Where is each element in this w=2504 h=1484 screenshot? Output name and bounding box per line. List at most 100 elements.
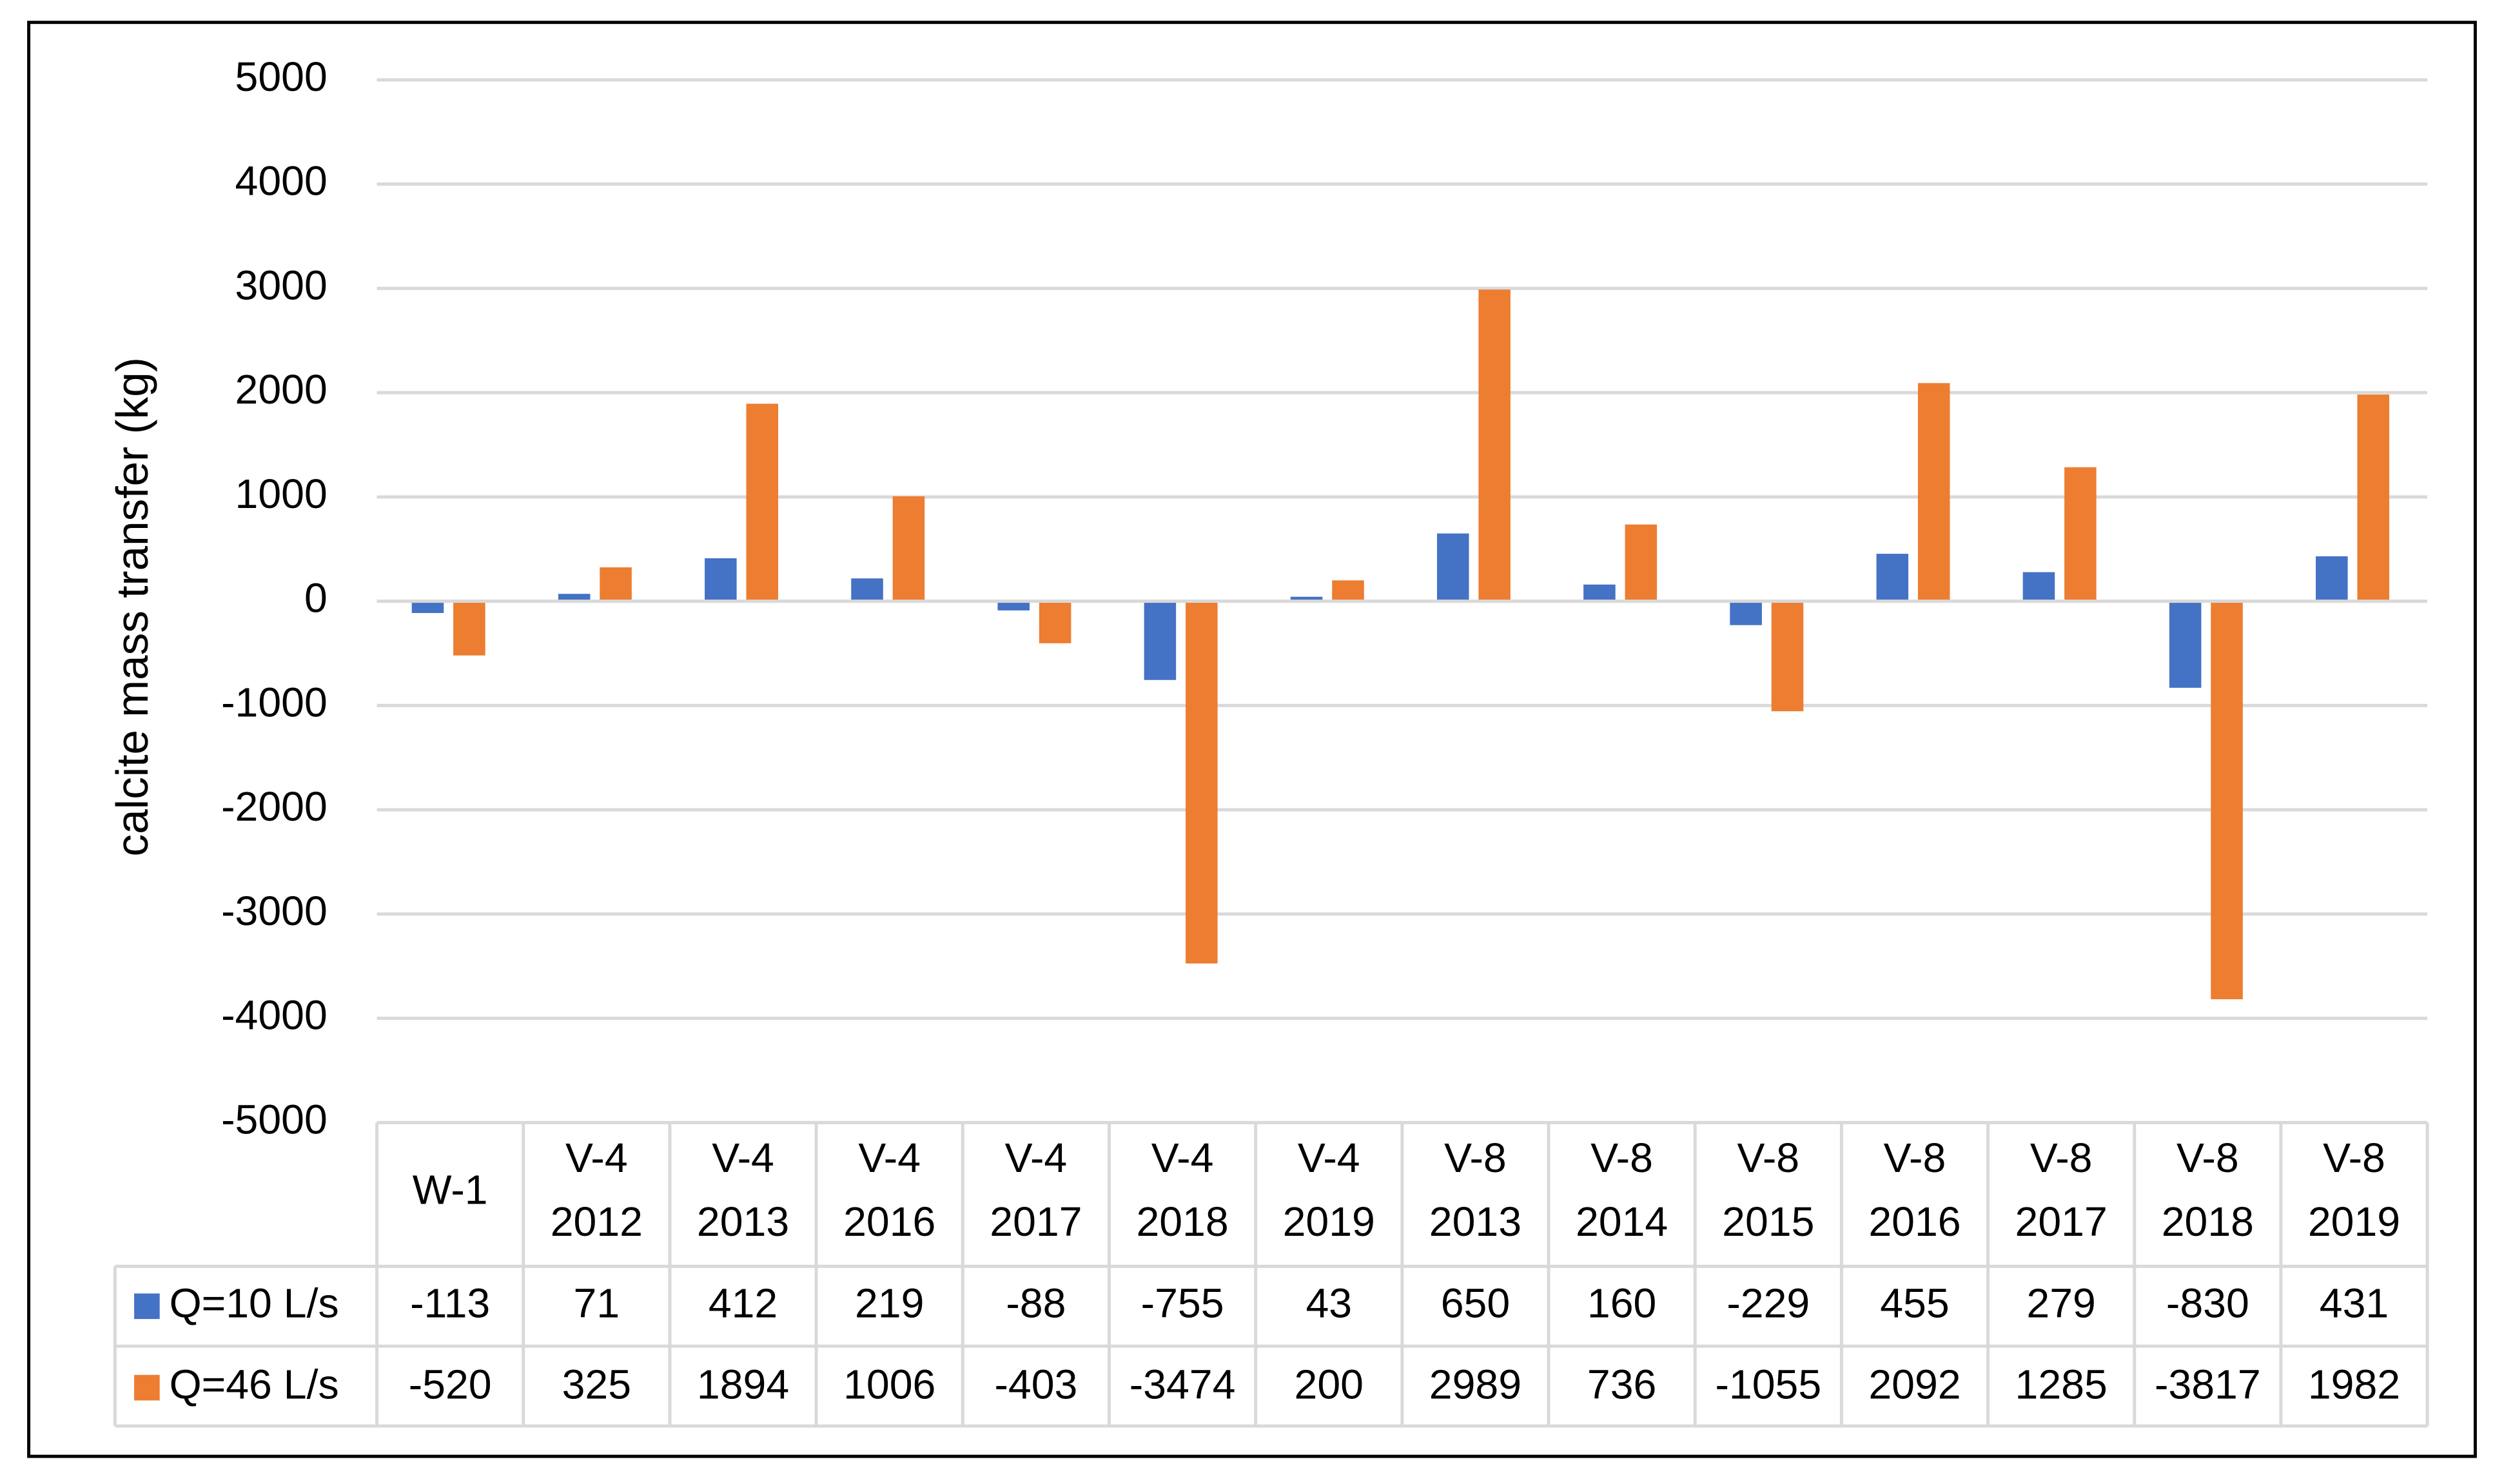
bar	[1039, 601, 1071, 643]
bar	[1332, 580, 1364, 601]
x-tick-label: V-4	[1005, 1135, 1068, 1181]
x-tick-label: V-8	[2030, 1135, 2093, 1181]
bar	[1876, 554, 1909, 601]
table-value: -403	[994, 1362, 1077, 1408]
y-tick-label: 1000	[235, 471, 328, 517]
legend-label: Q=10 L/s	[170, 1280, 339, 1326]
table-value: 279	[2026, 1280, 2095, 1326]
bar	[2357, 395, 2390, 601]
x-tick-label: 2014	[1576, 1198, 1668, 1245]
x-tick-label: 2018	[2162, 1198, 2254, 1245]
x-tick-label: 2019	[1283, 1198, 1375, 1245]
y-tick-label: 4000	[235, 158, 328, 204]
table-value: -3817	[2155, 1362, 2261, 1408]
bar	[1771, 601, 1804, 712]
table-value: -113	[410, 1280, 490, 1326]
x-tick-label: 2016	[843, 1198, 935, 1245]
x-tick-label: V-8	[1884, 1135, 1946, 1181]
x-tick-label: 2017	[2015, 1198, 2108, 1245]
x-tick-label: 2016	[1868, 1198, 1961, 1245]
x-tick-label: 2018	[1136, 1198, 1228, 1245]
bar	[2316, 556, 2348, 601]
bar	[2064, 467, 2097, 601]
y-tick-label: -2000	[221, 783, 328, 830]
bar	[411, 601, 444, 613]
bar	[851, 578, 883, 601]
x-tick-label: 2012	[551, 1198, 643, 1245]
table-value: -830	[2166, 1280, 2249, 1326]
bar	[2211, 601, 2243, 1000]
x-tick-label: W-1	[413, 1166, 488, 1213]
bar	[1730, 601, 1762, 625]
x-tick-label: 2017	[990, 1198, 1082, 1245]
table-value: 200	[1295, 1362, 1364, 1408]
bar	[1917, 383, 1950, 601]
x-tick-label: V-8	[1444, 1135, 1507, 1181]
bar	[1436, 533, 1469, 601]
table-value: 1285	[2015, 1362, 2108, 1408]
table-value: 412	[709, 1280, 778, 1326]
table-value: 71	[574, 1280, 620, 1326]
table-value: -229	[1726, 1280, 1810, 1326]
bar	[1478, 289, 1511, 601]
table-value: 43	[1306, 1280, 1352, 1326]
bar	[1186, 601, 1218, 964]
bar	[746, 404, 779, 601]
y-tick-label: 3000	[235, 262, 328, 308]
bar	[1625, 524, 1658, 601]
y-tick-label: -3000	[221, 888, 328, 934]
bar	[2022, 572, 2055, 601]
y-tick-label: 0	[304, 575, 328, 621]
bar	[1290, 596, 1323, 601]
table-value: 1982	[2308, 1362, 2400, 1408]
x-tick-label: V-4	[565, 1135, 628, 1181]
bar	[892, 496, 925, 601]
x-tick-label: V-8	[2176, 1135, 2239, 1181]
chart-border	[27, 21, 2477, 1458]
table-value: 431	[2320, 1280, 2389, 1326]
y-tick-label: 2000	[235, 366, 328, 413]
y-tick-label: -5000	[221, 1096, 328, 1142]
bar	[558, 594, 591, 601]
x-tick-label: 2013	[1429, 1198, 1521, 1245]
x-tick-label: 2013	[697, 1198, 789, 1245]
table-value: 1006	[843, 1362, 935, 1408]
x-tick-label: V-4	[1151, 1135, 1214, 1181]
table-value: -88	[1006, 1280, 1066, 1326]
y-tick-label: -4000	[221, 992, 328, 1039]
table-value: 160	[1587, 1280, 1656, 1326]
table-value: -3474	[1130, 1362, 1236, 1408]
x-tick-label: 2019	[2308, 1198, 2400, 1245]
x-tick-label: 2015	[1722, 1198, 1814, 1245]
table-value: -755	[1141, 1280, 1224, 1326]
table-value: 650	[1441, 1280, 1510, 1326]
table-value: 455	[1880, 1280, 1949, 1326]
x-tick-label: V-4	[858, 1135, 921, 1181]
bar	[453, 601, 485, 656]
table-value: 219	[855, 1280, 924, 1326]
bar	[1583, 584, 1616, 601]
legend-swatch	[134, 1293, 160, 1320]
table-value: 325	[562, 1362, 631, 1408]
table-value: -1055	[1715, 1362, 1821, 1408]
bar	[600, 567, 632, 601]
y-tick-label: 5000	[235, 54, 328, 100]
table-value: 2092	[1868, 1362, 1961, 1408]
x-tick-label: V-8	[1590, 1135, 1653, 1181]
table-value: -520	[409, 1362, 492, 1408]
x-tick-label: V-8	[1737, 1135, 1799, 1181]
legend-label: Q=46 L/s	[170, 1362, 339, 1408]
x-tick-label: V-4	[712, 1135, 774, 1181]
x-tick-label: V-8	[2323, 1135, 2385, 1181]
bar	[997, 601, 1030, 610]
bar	[1144, 601, 1177, 680]
table-value: 2989	[1429, 1362, 1521, 1408]
y-tick-label: -1000	[221, 679, 328, 725]
table-value: 1894	[697, 1362, 789, 1408]
bar	[2169, 601, 2202, 688]
table-value: 736	[1587, 1362, 1656, 1408]
bar	[705, 558, 737, 601]
y-axis-title: calcite mass transfer (kg)	[107, 357, 157, 857]
